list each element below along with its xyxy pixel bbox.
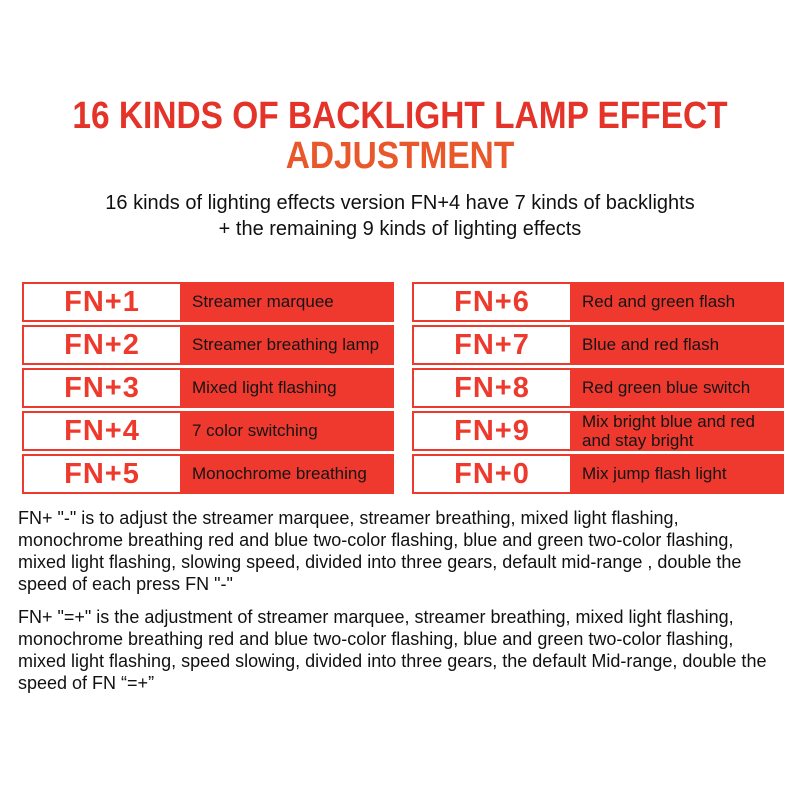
fn-effect: Red and green flash xyxy=(582,292,736,312)
fn-row-fn1: FN+1 Streamer marquee xyxy=(22,282,394,322)
fn-key: FN+4 xyxy=(24,413,180,449)
fn-key: FN+6 xyxy=(414,284,570,320)
fn-row-fn8: FN+8 Red green blue switch xyxy=(412,368,784,408)
fn-effect: 7 color switching xyxy=(192,421,318,441)
fn-row-fn7: FN+7 Blue and red flash xyxy=(412,325,784,365)
fn-effect: Streamer marquee xyxy=(192,292,334,312)
fn-key: FN+0 xyxy=(414,456,570,492)
fn-row-fn3: FN+3 Mixed light flashing xyxy=(22,368,394,408)
fn-row-fn6: FN+6 Red and green flash xyxy=(412,282,784,322)
fn-effect-tables: FN+1 Streamer marquee FN+2 Streamer brea… xyxy=(22,282,784,497)
fn-key: FN+7 xyxy=(414,327,570,363)
fn-row-fn0: FN+0 Mix jump flash light xyxy=(412,454,784,494)
fn-table-left: FN+1 Streamer marquee FN+2 Streamer brea… xyxy=(22,282,394,497)
paragraph-fn-minus: FN+ "-" is to adjust the streamer marque… xyxy=(18,508,742,594)
fn-key: FN+3 xyxy=(24,370,180,406)
fn-effect: Streamer breathing lamp xyxy=(192,335,380,355)
fn-row-fn9: FN+9 Mix bright blue and red and stay br… xyxy=(412,411,784,451)
fn-row-fn4: FN+4 7 color switching xyxy=(22,411,394,451)
fn-effect: Mixed light flashing xyxy=(192,378,337,398)
fn-effect: Mix jump flash light xyxy=(582,464,727,484)
speed-adjustment-notes: FN+ "-" is to adjust the streamer marque… xyxy=(18,507,780,694)
page-title: 16 KINDS OF BACKLIGHT LAMP EFFECT ADJUST… xyxy=(48,96,752,176)
title-line-2: ADJUSTMENT xyxy=(285,135,515,177)
title-line-1: 16 KINDS OF BACKLIGHT LAMP EFFECT xyxy=(72,95,728,137)
fn-key: FN+1 xyxy=(24,284,180,320)
paragraph-fn-plus: FN+ "=+" is the adjustment of streamer m… xyxy=(18,607,767,693)
fn-key: FN+2 xyxy=(24,327,180,363)
fn-key: FN+8 xyxy=(414,370,570,406)
fn-key: FN+9 xyxy=(414,413,570,449)
fn-effect: Mix bright blue and red and stay bright xyxy=(582,411,755,450)
fn-table-right: FN+6 Red and green flash FN+7 Blue and r… xyxy=(412,282,784,497)
fn-effect: Red green blue switch xyxy=(582,378,751,398)
fn-row-fn2: FN+2 Streamer breathing lamp xyxy=(22,325,394,365)
fn-effect: Monochrome breathing xyxy=(192,464,367,484)
fn-effect: Blue and red flash xyxy=(582,335,720,355)
fn-key: FN+5 xyxy=(24,456,180,492)
fn-row-fn5: FN+5 Monochrome breathing xyxy=(22,454,394,494)
subtitle: 16 kinds of lighting effects version FN+… xyxy=(105,192,695,240)
